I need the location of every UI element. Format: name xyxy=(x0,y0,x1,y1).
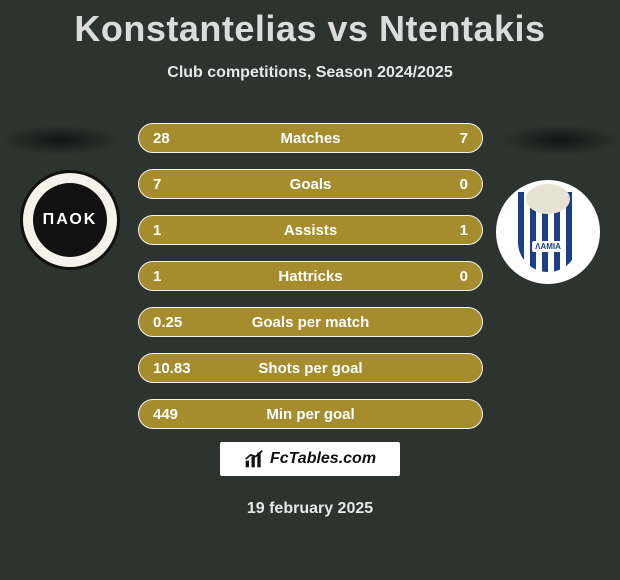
date-text: 19 february 2025 xyxy=(247,500,373,518)
club-crest-left: ΠΑΟΚ xyxy=(20,170,120,270)
stat-right: 1 xyxy=(426,222,468,239)
player-shadow-right xyxy=(500,125,620,155)
stat-bar: 10.83 Shots per goal xyxy=(138,353,483,383)
stat-left: 10.83 xyxy=(153,360,195,377)
stat-label: Goals xyxy=(290,176,332,193)
stat-left: 1 xyxy=(153,222,195,239)
chart-icon xyxy=(244,449,264,469)
stat-label: Matches xyxy=(280,130,340,147)
stat-left: 0.25 xyxy=(153,314,195,331)
stat-bar: 449 Min per goal xyxy=(138,399,483,429)
stat-label: Shots per goal xyxy=(258,360,362,377)
stat-bar: 0.25 Goals per match xyxy=(138,307,483,337)
player-shadow-left xyxy=(0,125,120,155)
stat-bar: 7 Goals 0 xyxy=(138,169,483,199)
club-crest-right: ΛΑΜΙΑ xyxy=(496,180,600,284)
brand-badge[interactable]: FcTables.com xyxy=(220,442,400,476)
club-crest-left-text: ΠΑΟΚ xyxy=(33,183,107,257)
page-title: Konstantelias vs Ntentakis xyxy=(0,0,620,50)
brand-text: FcTables.com xyxy=(270,450,376,468)
subtitle: Club competitions, Season 2024/2025 xyxy=(0,64,620,82)
club-crest-right-top-icon xyxy=(526,184,570,214)
stat-label: Hattricks xyxy=(278,268,342,285)
stat-right: 0 xyxy=(426,268,468,285)
stat-left: 1 xyxy=(153,268,195,285)
stat-left: 449 xyxy=(153,406,195,423)
stat-bar: 28 Matches 7 xyxy=(138,123,483,153)
stats-bars: 28 Matches 7 7 Goals 0 1 Assists 1 1 Hat… xyxy=(138,123,483,445)
stat-right: 7 xyxy=(426,130,468,147)
stat-left: 7 xyxy=(153,176,195,193)
stat-left: 28 xyxy=(153,130,195,147)
stat-right: 0 xyxy=(426,176,468,193)
club-crest-right-badge: ΛΑΜΙΑ xyxy=(518,192,578,272)
stat-label: Assists xyxy=(284,222,337,239)
stat-label: Min per goal xyxy=(266,406,354,423)
stat-label: Goals per match xyxy=(252,314,370,331)
stat-bar: 1 Hattricks 0 xyxy=(138,261,483,291)
stat-bar: 1 Assists 1 xyxy=(138,215,483,245)
club-crest-right-label: ΛΑΜΙΑ xyxy=(532,241,564,252)
